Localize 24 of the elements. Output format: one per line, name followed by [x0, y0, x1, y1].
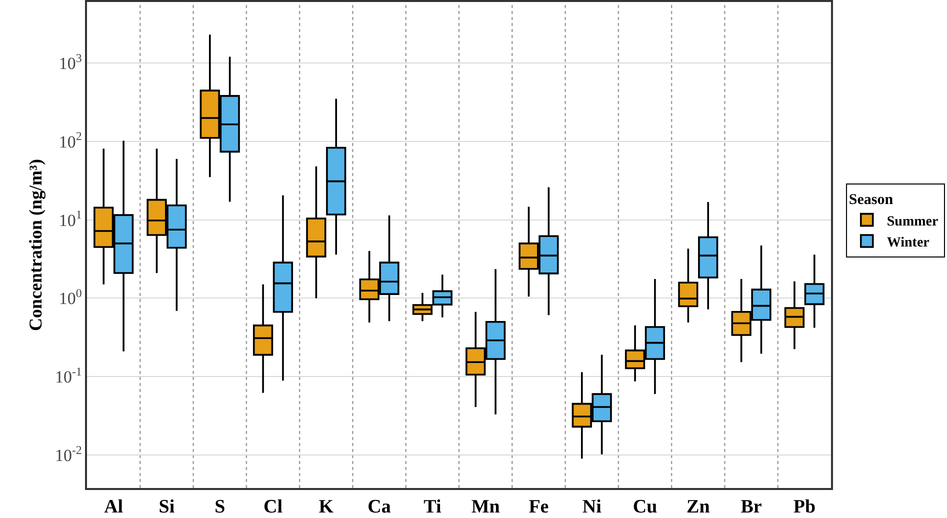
y-tick-label: 10$^{1}$ [58, 208, 82, 230]
y-tick-label: 10$^{2}$ [58, 129, 82, 152]
x-tick-label: Pb [793, 496, 816, 518]
y-tick-label: 10$^{3}$ [58, 50, 82, 73]
x-tick-label: Br [740, 496, 762, 518]
y-tick-label: 10$^{-1}$ [54, 364, 82, 387]
x-tick-label: Ca [368, 496, 392, 518]
x-tick-label: Ti [424, 496, 442, 518]
x-tick-label: Fe [528, 496, 549, 518]
x-tick-label: Cl [264, 496, 282, 518]
x-tick-label: Ni [582, 496, 602, 518]
x-tick-label: S [214, 496, 226, 518]
x-tick-label: K [318, 496, 334, 518]
y-tick-label: 10$^{0}$ [58, 286, 82, 308]
legend-title: Season [848, 192, 894, 208]
x-tick-label: Mn [471, 496, 500, 518]
legend-label: Summer [886, 214, 938, 230]
x-tick-label: Si [158, 496, 175, 518]
y-axis-title: Concentration (ng/m³) [26, 159, 46, 331]
y-tick-label: 10$^{-2}$ [54, 442, 82, 465]
x-tick-label: Al [104, 496, 124, 518]
legend-label: Winter [886, 235, 930, 250]
x-tick-label: Cu [632, 496, 658, 518]
x-tick-label: Zn [686, 496, 710, 518]
